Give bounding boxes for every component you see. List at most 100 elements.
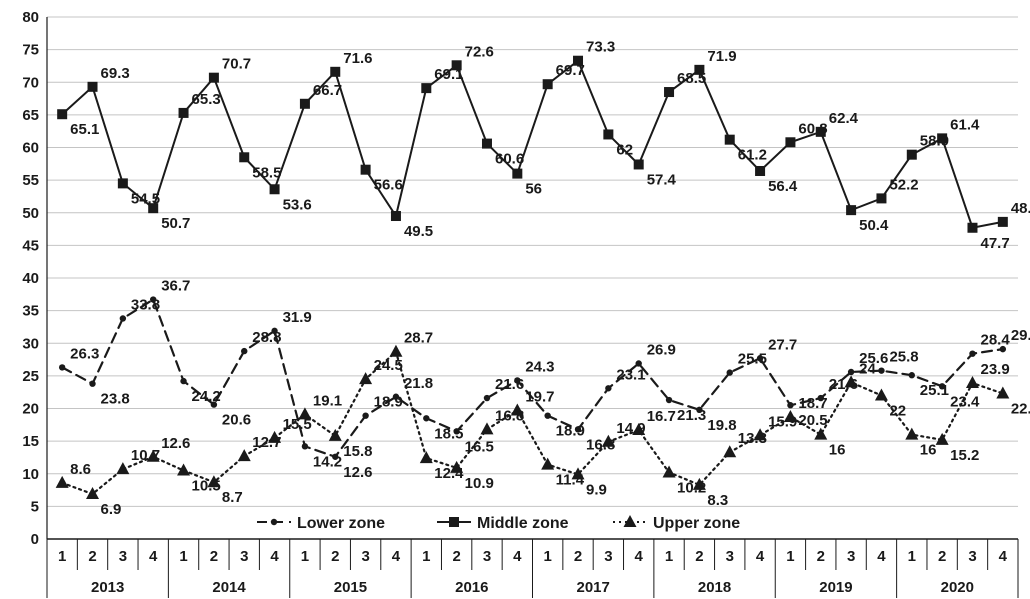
data-label: 25.5	[738, 351, 767, 368]
data-point	[635, 360, 642, 367]
data-point	[696, 406, 703, 414]
data-point	[146, 449, 160, 462]
data-label: 27.7	[768, 336, 797, 353]
y-tick-label: 40	[22, 270, 39, 287]
data-label: 16	[920, 442, 937, 459]
legend-label: Lower zone	[297, 515, 385, 532]
data-label: 69.1	[434, 66, 463, 83]
x-tick-label: 4	[392, 548, 401, 565]
data-point	[787, 402, 794, 409]
data-label: 24.3	[525, 358, 554, 375]
data-point	[86, 486, 100, 499]
data-label: 10.9	[465, 475, 494, 492]
data-label: 66.7	[313, 82, 342, 99]
data-point	[271, 327, 278, 335]
data-point	[58, 364, 66, 371]
data-point	[450, 460, 464, 473]
data-point	[601, 434, 615, 447]
data-point	[603, 129, 614, 140]
data-point	[419, 451, 433, 464]
data-point	[817, 394, 824, 402]
x-tick-label: 1	[665, 548, 673, 565]
data-label: 58.5	[252, 164, 281, 181]
x-tick-label: 4	[877, 548, 886, 565]
x-tick-label: 1	[544, 548, 552, 565]
data-label: 62.4	[829, 110, 859, 127]
data-label: 15.2	[950, 447, 979, 464]
year-label: 2020	[941, 579, 974, 596]
data-point	[119, 315, 127, 322]
series-line	[61, 59, 1004, 229]
data-label: 16.8	[495, 407, 524, 424]
data-point	[969, 350, 976, 357]
x-tick-label: 2	[452, 548, 460, 565]
data-point	[694, 64, 705, 75]
legend-marker	[449, 517, 459, 527]
data-label: 60.8	[798, 120, 827, 137]
data-label: 65.3	[192, 91, 221, 108]
data-point	[210, 401, 218, 408]
data-point	[453, 428, 460, 435]
data-label: 15.8	[343, 443, 372, 460]
data-point	[632, 423, 646, 436]
data-point	[421, 83, 432, 94]
data-label: 25.1	[920, 382, 949, 399]
x-tick-label: 1	[422, 548, 430, 565]
data-point	[57, 109, 68, 120]
data-point	[726, 369, 733, 376]
x-tick-label: 2	[331, 548, 339, 565]
x-tick-label: 4	[635, 548, 644, 565]
data-point	[512, 168, 523, 179]
legend-label: Upper zone	[653, 515, 740, 532]
data-label: 28.7	[404, 330, 433, 347]
x-tick-label: 2	[210, 548, 218, 565]
data-label: 10.5	[192, 477, 221, 494]
data-point	[389, 344, 403, 357]
data-label: 56.4	[768, 178, 798, 195]
data-label: 22	[889, 402, 906, 419]
data-point	[268, 430, 282, 443]
data-label: 72.6	[465, 43, 494, 60]
data-label: 52.2	[889, 176, 918, 193]
data-label: 24	[859, 360, 876, 377]
data-label: 73.3	[586, 39, 615, 56]
data-point	[844, 375, 858, 388]
data-label: 69.7	[556, 62, 585, 79]
data-label: 15.9	[768, 413, 797, 430]
series-middle-zone	[57, 55, 1008, 233]
y-tick-label: 80	[22, 9, 39, 26]
data-label: 31.9	[283, 309, 312, 326]
data-point	[328, 428, 342, 441]
data-point	[544, 412, 551, 419]
data-label: 49.5	[404, 223, 433, 240]
data-point	[999, 345, 1007, 353]
series-lines	[55, 55, 1010, 499]
data-label: 25.6	[859, 350, 888, 367]
data-label: 48.6	[1011, 200, 1030, 217]
data-point	[996, 386, 1010, 399]
data-label: 18.9	[556, 423, 585, 440]
y-tick-label: 45	[22, 237, 39, 254]
data-label: 8.7	[222, 489, 243, 506]
year-label: 2019	[819, 579, 852, 596]
x-tick-label: 3	[119, 548, 127, 565]
x-tick-label: 3	[847, 548, 855, 565]
data-point	[753, 428, 767, 441]
y-tick-label: 75	[22, 42, 39, 59]
data-point	[332, 453, 339, 460]
y-tick-label: 25	[22, 368, 39, 385]
data-label: 19.8	[707, 417, 736, 434]
data-point	[847, 368, 855, 376]
data-label: 12.6	[343, 464, 372, 481]
data-point	[148, 203, 159, 214]
data-point	[997, 216, 1008, 227]
x-tick-label: 3	[968, 548, 976, 565]
data-point	[573, 55, 584, 66]
x-tick-label: 2	[695, 548, 703, 565]
data-label: 53.6	[283, 196, 312, 213]
data-label: 20.6	[222, 412, 251, 429]
y-tick-label: 55	[22, 172, 39, 189]
data-label: 23.8	[101, 391, 130, 408]
data-label: 47.7	[980, 235, 1009, 252]
data-label: 16.7	[647, 408, 676, 425]
